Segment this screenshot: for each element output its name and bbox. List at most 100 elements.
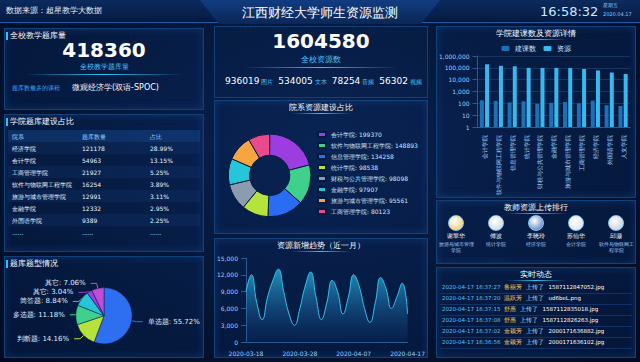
svg-text:10,000: 10,000 xyxy=(449,76,470,83)
html-text:数据来源：超星教学大数据: 数据来源：超星教学大数据 xyxy=(6,6,102,15)
html-text:经济学院: 经济学院 xyxy=(12,145,36,152)
html-text:实时动态: 实时动态 xyxy=(520,270,552,279)
svg-text:旅游与城市管理学院: 旅游与城市管理学院 xyxy=(564,135,571,189)
svg-text:信息管理学院: 134258: 信息管理学院: 134258 xyxy=(331,153,394,160)
html-text:1604580: 1604580 xyxy=(272,29,370,53)
html-text:谢翠华: 谢翠华 xyxy=(447,233,465,239)
html-text:9389: 9389 xyxy=(82,217,98,224)
svg-text:软件与物联网工程学院: 148893: 软件与物联网工程学院: 148893 xyxy=(331,142,418,149)
html-text:题库题型情况: 题库题型情况 xyxy=(10,259,58,268)
html-text:题库数最多的课程: 题库数最多的课程 xyxy=(12,84,60,91)
html-text:54963: 54963 xyxy=(82,157,102,164)
html-text:534005文本: 534005文本 xyxy=(278,76,327,86)
html-text:16254: 16254 xyxy=(82,181,102,188)
html-text:外国语学院: 外国语学院 xyxy=(12,217,42,224)
svg-text:9,000: 9,000 xyxy=(221,288,238,295)
html-text:学院题库建设占比: 学院题库建设占比 xyxy=(10,117,74,126)
svg-text:100,000: 100,000 xyxy=(445,64,470,71)
svg-text:财税与公共管理学院: 98098: 财税与公共管理学院: 98098 xyxy=(331,175,408,182)
svg-text:其它: 7.06%: 其它: 7.06% xyxy=(45,279,86,287)
html-text:院系资源建设占比: 院系资源建设占比 xyxy=(289,103,353,112)
html-text:2020.04.17: 2020.04.17 xyxy=(603,11,632,17)
html-text:全校教学题库量: 全校教学题库量 xyxy=(10,31,66,40)
svg-text:1: 1 xyxy=(466,124,470,131)
html-text:李晓玲: 李晓玲 xyxy=(527,233,545,239)
html-text:软件与物联网工程学院: 软件与物联网工程学院 xyxy=(12,181,72,188)
html-text:12991: 12991 xyxy=(82,193,102,200)
html-text:苏仙华: 苏仙华 xyxy=(567,233,585,239)
svg-text:统计学院: 98538: 统计学院: 98538 xyxy=(331,164,378,171)
html-text:经济学院: 经济学院 xyxy=(526,241,546,247)
html-text:3.11%: 3.11% xyxy=(150,193,170,200)
svg-text:信息管理学院: 信息管理学院 xyxy=(509,135,516,171)
svg-text:外国语学院: 外国语学院 xyxy=(606,135,613,165)
svg-text:10: 10 xyxy=(462,112,470,119)
html-text:院系: 院系 xyxy=(12,133,24,140)
html-text:全校教学题库量: 全校教学题库量 xyxy=(79,63,129,71)
svg-text:统计学院: 统计学院 xyxy=(523,135,530,159)
svg-text:旅游与城市管理学院: 95561: 旅游与城市管理学院: 95561 xyxy=(331,197,408,204)
svg-text:2020-03-18: 2020-03-18 xyxy=(229,350,264,357)
svg-text:经济学院: 经济学院 xyxy=(592,135,599,159)
svg-text:1,000,000: 1,000,000 xyxy=(439,53,470,60)
svg-text:工商管理学院: 80123: 工商管理学院: 80123 xyxy=(331,208,390,215)
svg-text:100: 100 xyxy=(458,100,470,107)
svg-text:单选题: 55.72%: 单选题: 55.72% xyxy=(148,318,201,326)
html-text:2.25%: 2.25% xyxy=(150,217,170,224)
svg-text:建课数: 建课数 xyxy=(514,45,536,53)
html-text:全校资源数: 全校资源数 xyxy=(301,55,341,64)
html-text:2.95%: 2.95% xyxy=(150,205,170,212)
svg-text:1,000: 1,000 xyxy=(452,88,469,95)
svg-text:工商管理学院: 工商管理学院 xyxy=(578,135,585,171)
html-text:936019图片: 936019图片 xyxy=(225,76,274,86)
html-text:3.89%: 3.89% xyxy=(150,181,170,188)
svg-text:简答题: 8.84%: 简答题: 8.84% xyxy=(20,297,68,305)
html-text:金融学院: 金融学院 xyxy=(12,205,36,212)
html-text:占比: 占比 xyxy=(150,133,162,140)
svg-text:软件与物联网工程学院: 软件与物联网工程学院 xyxy=(495,135,502,195)
svg-text:2020-04-17: 2020-04-17 xyxy=(390,350,425,357)
svg-text:15,000: 15,000 xyxy=(217,255,238,262)
svg-text:财税与公共管理学院: 财税与公共管理学院 xyxy=(536,135,543,189)
svg-text:2020-03-28: 2020-03-28 xyxy=(282,350,317,357)
html-text:418360: 418360 xyxy=(62,38,146,62)
svg-text:3,000: 3,000 xyxy=(221,322,238,329)
html-text:78254音频: 78254音频 xyxy=(331,76,375,86)
svg-text:多选题: 11.18%: 多选题: 11.18% xyxy=(13,311,66,319)
html-text:56302 视频: 56302 视频 xyxy=(379,76,422,86)
svg-text:人文学院: 人文学院 xyxy=(620,135,627,159)
html-text:旅游与城市管理学院: 旅游与城市管理学院 xyxy=(438,241,474,253)
html-text:21927: 21927 xyxy=(82,169,102,176)
html-text:统计学院: 统计学院 xyxy=(486,241,506,247)
html-text:题库数量: 题库数量 xyxy=(82,133,106,140)
svg-text:2020-04-07: 2020-04-07 xyxy=(336,350,371,357)
html-text:星期五: 星期五 xyxy=(603,2,618,8)
svg-text:会计学院: 会计学院 xyxy=(481,135,488,159)
html-text:旅游与城市管理学院: 旅游与城市管理学院 xyxy=(12,193,66,200)
html-text:121178: 121178 xyxy=(82,145,105,152)
html-text:江西财经大学师生资源监测: 江西财经大学师生资源监测 xyxy=(242,5,398,20)
html-text:会计学院: 会计学院 xyxy=(12,157,36,164)
svg-text:0: 0 xyxy=(234,339,238,346)
html-text:教师资源上传排行: 教师资源上传排行 xyxy=(504,203,568,212)
html-text:5.25%: 5.25% xyxy=(150,169,170,176)
html-text:资源新增趋势（近一月）: 资源新增趋势（近一月） xyxy=(277,241,365,250)
svg-text:金融学院: 97907: 金融学院: 97907 xyxy=(331,186,378,193)
svg-text:12,000: 12,000 xyxy=(217,271,238,278)
svg-text:判断题: 14.16%: 判断题: 14.16% xyxy=(17,335,70,343)
svg-text:6,000: 6,000 xyxy=(221,305,238,312)
html-text:软件与物联网工程学院: 软件与物联网工程学院 xyxy=(598,241,634,253)
html-text:会计学院: 会计学院 xyxy=(566,241,586,247)
html-text:28.99%: 28.99% xyxy=(150,145,173,152)
svg-text:其它: 3.04%: 其它: 3.04% xyxy=(33,288,74,296)
html-text:工商管理学院: 工商管理学院 xyxy=(12,169,48,176)
html-text:13.15%: 13.15% xyxy=(150,157,173,164)
html-text:16:58:32: 16:58:32 xyxy=(540,4,599,19)
html-text:微观经济学(双语-SPOC): 微观经济学(双语-SPOC) xyxy=(72,83,159,92)
svg-text:金融学院: 金融学院 xyxy=(550,135,557,159)
html-text:学院建课数及资源详情: 学院建课数及资源详情 xyxy=(496,29,576,38)
html-text:12332: 12332 xyxy=(82,205,102,212)
html-text:傅波: 傅波 xyxy=(490,233,502,239)
svg-text:资源: 资源 xyxy=(557,45,571,53)
svg-text:会计学院: 199370: 会计学院: 199370 xyxy=(331,131,382,138)
